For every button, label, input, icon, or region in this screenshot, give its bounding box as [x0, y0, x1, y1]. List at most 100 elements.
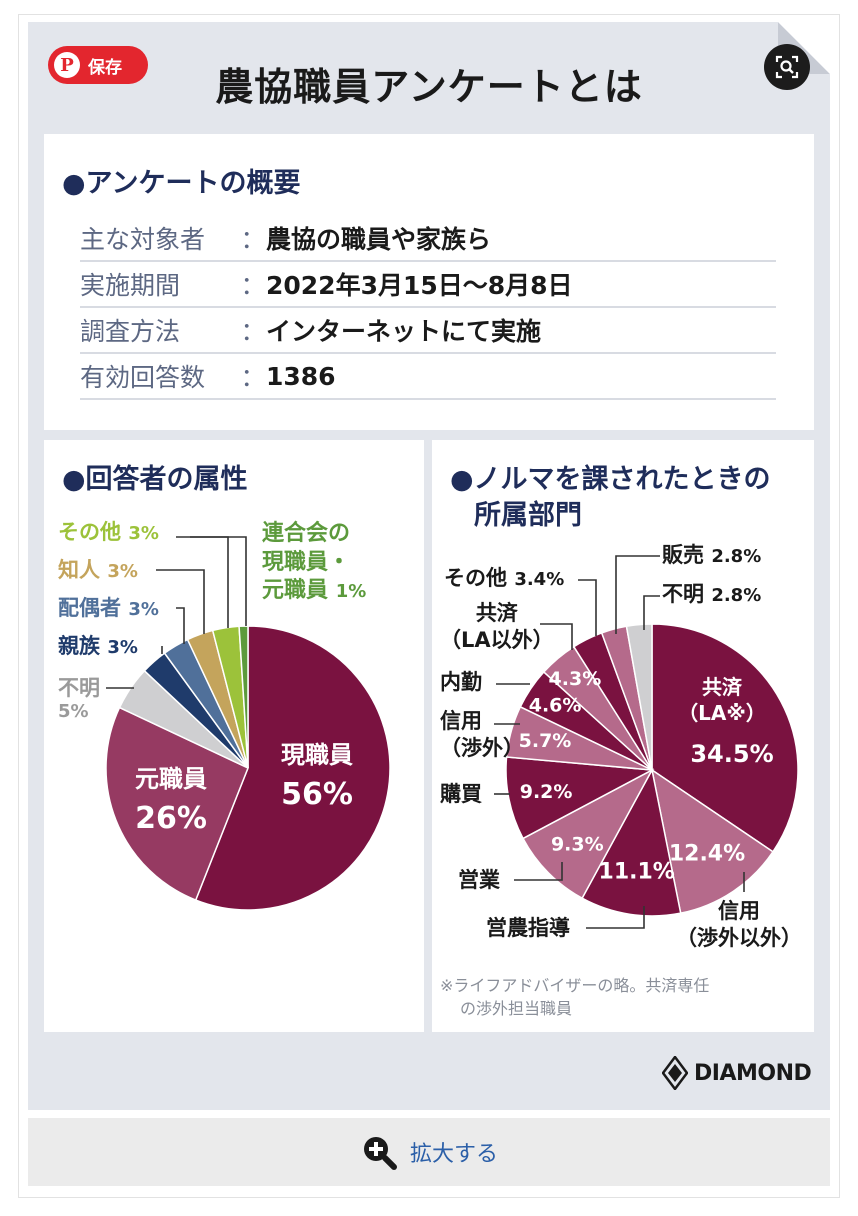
dept-leader-unknown: [643, 595, 660, 630]
dept-slice-2: [581, 767, 682, 917]
dept-leader-mutual-non-la: [540, 623, 573, 650]
attr-label-former-staff: 元職員 26%: [116, 762, 226, 840]
attr-leader-spouse: [176, 607, 185, 644]
footnote: ※ライフアドバイザーの略。共済専任 の渉外担当職員: [440, 974, 810, 1020]
dept-label-mutual-non-la: 共済 （LA以外）: [440, 600, 554, 655]
dept-label-credit-field-line1: 信用: [440, 709, 482, 733]
dept-leader-sales: [615, 555, 660, 634]
attr-leader-acquaintance: [156, 569, 205, 634]
overview-row: 主な対象者 ： 農協の職員や家族ら: [80, 216, 776, 262]
dept-value-2: 11.1%: [599, 860, 675, 885]
overview-row: 有効回答数 ： 1386: [80, 354, 776, 400]
department-heading-line2: 所属部門: [474, 500, 582, 531]
overview-row-label: 調査方法: [80, 317, 181, 346]
overview-row-value: 農協の職員や家族ら: [266, 225, 492, 254]
overview-panel: ●アンケートの概要 主な対象者 ： 農協の職員や家族ら 実施期間 ： 2022年…: [44, 134, 814, 430]
overview-row: 実施期間 ： 2022年3月15日～8月8日: [80, 262, 776, 308]
dept-label-credit-non-field-line1: 信用: [718, 899, 760, 923]
attr-label-spouse-pct: 3%: [128, 599, 159, 620]
dept-label-other-name: その他: [444, 566, 507, 590]
attr-label-spouse-name: 配偶者: [58, 596, 121, 620]
dept-label-business: 営業: [458, 868, 500, 892]
attr-label-unknown: 不明 5%: [58, 676, 100, 723]
attr-slice-1: [105, 706, 249, 902]
visual-search-button[interactable]: [764, 44, 810, 90]
attr-label-federation-pct: 1%: [335, 581, 367, 603]
dept-label-mutual-non-la-line2: （LA以外）: [440, 628, 554, 653]
dept-label-other-pct: 3.4%: [514, 569, 565, 590]
dept-label-sales-name: 販売: [662, 543, 704, 567]
dept-value-5: 5.7%: [519, 730, 572, 752]
enlarge-label: 拡大する: [409, 1142, 498, 1167]
diamond-logo-icon: [662, 1056, 688, 1090]
dept-value-7: 4.3%: [549, 668, 602, 690]
attr-label-current-staff-name: 現職員: [281, 741, 353, 769]
dept-label-credit-field-line2: （渉外）: [440, 736, 524, 761]
dept-label-office: 内勤: [440, 670, 482, 694]
dept-label-mutual-non-la-line1: 共済: [475, 601, 518, 625]
footnote-line1: ※ライフアドバイザーの略。共済専任: [440, 976, 710, 995]
attr-label-current-staff-pct: 56%: [281, 776, 353, 812]
attr-label-unknown-pct: 5%: [58, 701, 89, 723]
attr-leader-other: [190, 536, 229, 628]
dept-value-3: 9.3%: [551, 834, 604, 856]
dept-label-purchasing: 購買: [440, 782, 482, 806]
dept-label-credit-non-field-line2: （渉外以外）: [676, 926, 802, 951]
dept-slice-0: [651, 623, 799, 853]
attr-label-relative-name: 親族: [58, 634, 100, 658]
page-title: 農協職員アンケートとは: [215, 65, 643, 109]
footnote-line2: の渉外担当職員: [460, 999, 573, 1019]
save-button-label: 保存: [88, 57, 122, 78]
attr-label-unknown-name: 不明: [58, 676, 100, 700]
pinterest-save-button[interactable]: P 保存: [48, 46, 148, 84]
dept-label-other: その他 3.4%: [444, 566, 564, 591]
dept-value-4: 9.2%: [520, 781, 573, 803]
dept-slice-1: [650, 768, 774, 915]
overview-row-label: 主な対象者: [80, 225, 206, 254]
attr-slice-7: [238, 625, 249, 769]
dept-value-1: 12.4%: [669, 841, 745, 866]
overview-row-colon: ：: [240, 271, 266, 300]
dept-leader-farm-guidance: [586, 906, 645, 929]
attr-slice-0: [194, 625, 391, 911]
overview-row-label: 実施期間: [80, 271, 181, 300]
attr-label-acquaintance: 知人 3%: [58, 558, 138, 583]
dept-label-unknown-name: 不明: [662, 582, 704, 606]
overview-row-label: 有効回答数: [80, 363, 206, 392]
attr-label-former-staff-pct: 26%: [135, 800, 207, 836]
dept-slice-10: [625, 623, 653, 771]
dept-leader-business: [514, 862, 563, 881]
dept-label-credit-field: 信用 （渉外）: [440, 708, 524, 763]
dept-label-unknown-pct: 2.8%: [711, 585, 762, 606]
attr-label-other-pct: 3%: [128, 523, 159, 544]
attr-label-federation-line1: 連合会の: [262, 521, 351, 546]
attr-label-federation-line2: 現職員・: [262, 549, 351, 575]
dept-label-unknown: 不明 2.8%: [662, 582, 761, 607]
dept-label-mutual-la: 共済 （LA※）: [676, 674, 768, 726]
pinterest-icon: P: [54, 52, 80, 78]
overview-row-value: 1386: [266, 361, 336, 391]
overview-row-value: インターネットにて実施: [266, 317, 542, 346]
enlarge-button[interactable]: 拡大する: [28, 1118, 830, 1186]
overview-row-colon: ：: [240, 363, 266, 392]
dept-label-sales: 販売 2.8%: [662, 543, 761, 568]
attr-label-spouse: 配偶者 3%: [58, 596, 159, 621]
attr-label-other: その他 3%: [58, 520, 159, 545]
dept-label-mutual-la-line2: （LA※）: [678, 701, 766, 725]
dept-label-credit-non-field: 信用 （渉外以外）: [676, 898, 802, 953]
attr-label-acquaintance-name: 知人: [58, 558, 100, 582]
attr-label-acquaintance-pct: 3%: [107, 561, 138, 582]
overview-row-colon: ：: [240, 317, 266, 346]
dept-value-6: 4.6%: [529, 695, 582, 717]
attributes-heading: ●回答者の属性: [62, 464, 248, 495]
dept-slice-3: [522, 768, 654, 900]
attr-label-current-staff: 現職員 56%: [262, 738, 372, 816]
diamond-logo-text: DIAMOND: [694, 1060, 812, 1086]
dept-label-mutual-la-line1: 共済: [702, 675, 742, 699]
overview-heading: ●アンケートの概要: [62, 168, 301, 199]
overview-row: 調査方法 ： インターネットにて実施: [80, 308, 776, 354]
attr-label-relative: 親族 3%: [58, 634, 138, 659]
dept-value-0: 34.5%: [690, 740, 773, 768]
